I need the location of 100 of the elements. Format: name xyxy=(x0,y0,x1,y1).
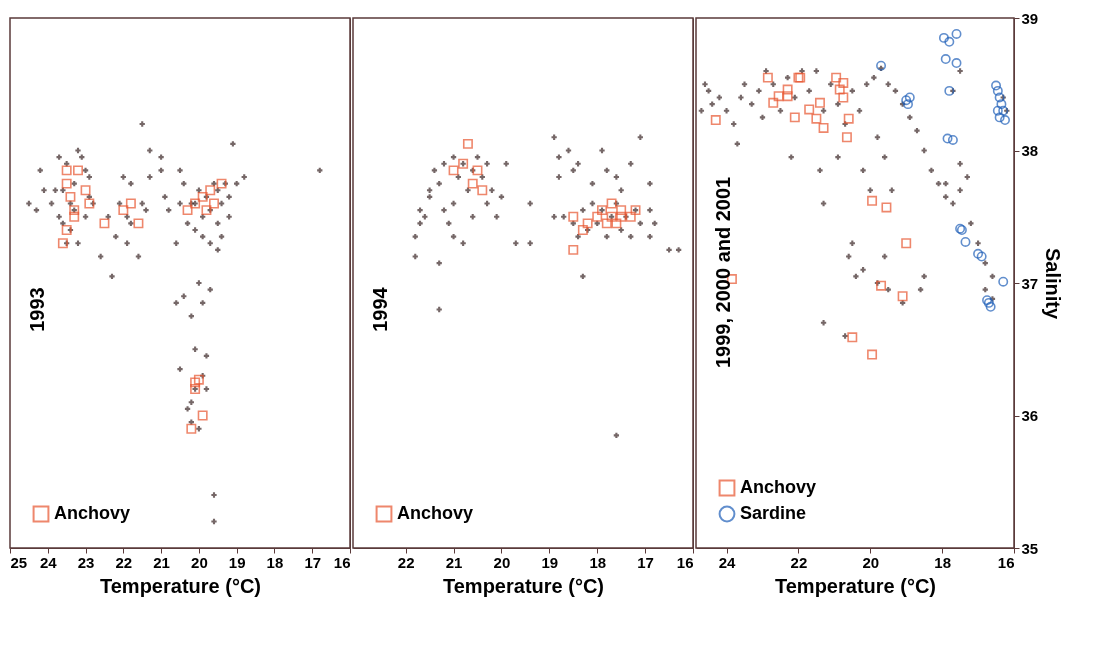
x-tick-label: 22 xyxy=(115,553,133,571)
point xyxy=(606,198,617,209)
point xyxy=(897,291,908,302)
point xyxy=(847,332,858,343)
point xyxy=(998,276,1009,287)
point xyxy=(942,133,953,144)
point xyxy=(867,195,878,206)
y-tick-label: 38 xyxy=(1021,142,1039,159)
point xyxy=(582,218,593,229)
y-tick-label: 37 xyxy=(1021,274,1039,292)
point xyxy=(991,80,1002,91)
x-tick-label: 24 xyxy=(39,553,58,571)
point xyxy=(992,105,1003,116)
point xyxy=(947,134,958,145)
point xyxy=(838,92,849,103)
x-tick-label: 23 xyxy=(77,553,95,571)
legend-label: Sardine xyxy=(740,503,807,523)
x-tick-label: 21 xyxy=(153,553,170,571)
point xyxy=(477,185,488,196)
point xyxy=(867,349,878,360)
x-tick-label: 17 xyxy=(304,553,322,571)
point xyxy=(182,205,193,216)
point xyxy=(789,112,800,123)
point xyxy=(998,105,1009,116)
point xyxy=(84,198,95,209)
point xyxy=(73,165,83,176)
point xyxy=(804,104,815,115)
x-axis-title: Temperature (°C) xyxy=(775,574,936,597)
x-tick-label: 24 xyxy=(718,553,737,571)
point xyxy=(773,91,784,102)
point xyxy=(216,178,227,189)
point xyxy=(577,225,588,235)
point xyxy=(951,28,962,39)
point xyxy=(462,138,473,149)
annotation: 1999, 2000 and 2001 xyxy=(712,176,734,369)
point xyxy=(592,211,603,222)
point xyxy=(951,58,962,69)
point xyxy=(186,423,197,434)
x-tick-label: 19 xyxy=(228,553,246,571)
point xyxy=(994,112,1005,123)
x-axis-title: Temperature (°C) xyxy=(100,574,261,597)
point xyxy=(818,122,829,133)
x-tick-label: 20 xyxy=(493,553,511,571)
y-tick-label: 36 xyxy=(1021,407,1039,424)
point xyxy=(762,72,773,83)
point xyxy=(814,97,825,108)
point xyxy=(467,178,478,189)
annotation: 1993 xyxy=(26,287,48,332)
point xyxy=(61,165,72,176)
point xyxy=(209,198,219,209)
x-tick-label: 18 xyxy=(934,553,951,571)
x-tick-label: 22 xyxy=(397,553,415,571)
point xyxy=(616,211,627,222)
point xyxy=(205,185,216,196)
point xyxy=(876,280,887,291)
point xyxy=(1000,115,1010,125)
x-axis-title: Temperature (°C) xyxy=(443,574,604,597)
x-tick-label: 21 xyxy=(445,553,463,571)
point xyxy=(133,218,144,229)
x-tick-label: 18 xyxy=(589,553,607,571)
point xyxy=(901,238,912,249)
point xyxy=(568,211,579,222)
point xyxy=(611,218,622,229)
annotation: 1994 xyxy=(369,286,391,332)
x-tick-label: 17 xyxy=(637,553,654,571)
point xyxy=(57,238,68,249)
point xyxy=(996,99,1007,110)
point xyxy=(782,91,793,102)
x-tick-label: 16 xyxy=(676,553,694,571)
point xyxy=(944,85,955,96)
point xyxy=(834,84,845,95)
point xyxy=(472,165,483,176)
point xyxy=(118,205,129,216)
x-tick-label: 18 xyxy=(266,553,284,571)
point xyxy=(201,205,212,216)
x-tick-label: 20 xyxy=(191,553,208,571)
legend-label: Anchovy xyxy=(740,477,817,497)
x-tick-label: 16 xyxy=(997,553,1015,571)
point xyxy=(616,205,627,216)
x-tick-label: 20 xyxy=(862,553,880,571)
point xyxy=(125,198,136,209)
point xyxy=(61,178,72,189)
point xyxy=(69,211,80,222)
point xyxy=(99,218,110,229)
point xyxy=(838,77,849,88)
point xyxy=(65,191,76,202)
y-tick-label: 39 xyxy=(1021,9,1039,27)
point xyxy=(568,244,579,255)
point xyxy=(940,54,951,65)
point xyxy=(831,72,842,83)
point xyxy=(782,84,793,95)
point xyxy=(811,113,822,124)
point xyxy=(197,410,208,421)
legend-label: Anchovy xyxy=(54,503,131,523)
point xyxy=(876,60,887,71)
x-tick-label: 22 xyxy=(790,553,808,571)
point xyxy=(960,236,971,247)
point xyxy=(992,85,1003,96)
x-tick-label: 25 xyxy=(10,553,28,571)
point xyxy=(843,113,854,124)
